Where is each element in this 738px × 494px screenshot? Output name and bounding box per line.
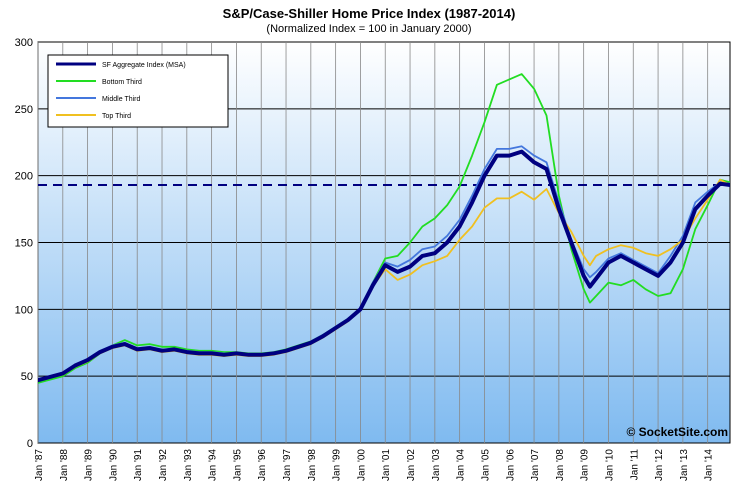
x-tick-label: Jan '90 (108, 449, 119, 481)
x-tick-label: Jan '04 (456, 449, 467, 481)
y-tick-label: 150 (15, 238, 33, 250)
y-tick-label: 50 (21, 371, 33, 383)
series-line-1 (38, 73, 730, 384)
x-tick-label: Jan '05 (480, 449, 491, 481)
y-tick-label: 200 (15, 171, 33, 183)
y-tick-label: 250 (15, 104, 33, 116)
x-tick-label: Jan '88 (59, 449, 70, 481)
x-tick-label: Jan '96 (257, 449, 268, 481)
series-line-0 (38, 149, 730, 383)
x-tick-label: Jan '99 (332, 449, 343, 481)
x-tick-label: Jan '89 (84, 449, 95, 481)
x-tick-label: Jan '98 (307, 449, 318, 481)
y-tick-label: 100 (15, 304, 33, 316)
x-tick-label: Jan '10 (604, 449, 615, 481)
x-tick-label: Jan '11 (629, 449, 640, 481)
x-tick-label: Jan '02 (406, 449, 417, 481)
chart-title: S&P/Case-Shiller Home Price Index (1987-… (223, 6, 516, 21)
y-axis: 0 50 100 150 200 250 300 (15, 37, 33, 450)
series-lines (38, 73, 730, 384)
legend: SF Aggregate Index (MSA) Bottom Third Midd… (47, 54, 229, 128)
legend-label: Bottom Third (102, 79, 142, 86)
legend-label: Top Third (102, 113, 131, 120)
x-tick-label: Jan '03 (431, 449, 442, 481)
x-tick-label: Jan '93 (183, 449, 194, 481)
x-tick-label: Jan '12 (654, 449, 665, 481)
x-tick-label: Jan '09 (580, 449, 591, 481)
y-tick-label: 300 (15, 37, 33, 49)
x-tick-label: Jan '92 (158, 449, 169, 481)
legend-label: Middle Third (102, 96, 140, 103)
x-tick-label: Jan '07 (530, 449, 541, 481)
x-tick-label: Jan '13 (679, 449, 690, 481)
chart-subtitle: (Normalized Index = 100 in January 2000) (266, 23, 471, 35)
watermark: © SocketSite.com (626, 425, 728, 439)
x-axis: Jan '87 Jan '88 Jan '89 Jan '90 Jan '91 Jan '… (34, 449, 715, 481)
x-tick-label: Jan '94 (208, 449, 219, 481)
x-tick-label: Jan '00 (356, 449, 367, 481)
x-tick-label: Jan '97 (282, 449, 293, 481)
x-tick-label: Jan '91 (133, 449, 144, 481)
x-tick-label: Jan '95 (232, 449, 243, 481)
y-tick-label: 0 (27, 438, 33, 450)
legend-label: SF Aggregate Index (MSA) (102, 62, 186, 69)
x-tick-label: Jan '87 (34, 449, 45, 481)
x-tick-label: Jan '14 (704, 449, 715, 481)
x-tick-label: Jan '08 (555, 449, 566, 481)
x-tick-label: Jan '01 (381, 449, 392, 481)
x-tick-label: Jan '06 (505, 449, 516, 481)
